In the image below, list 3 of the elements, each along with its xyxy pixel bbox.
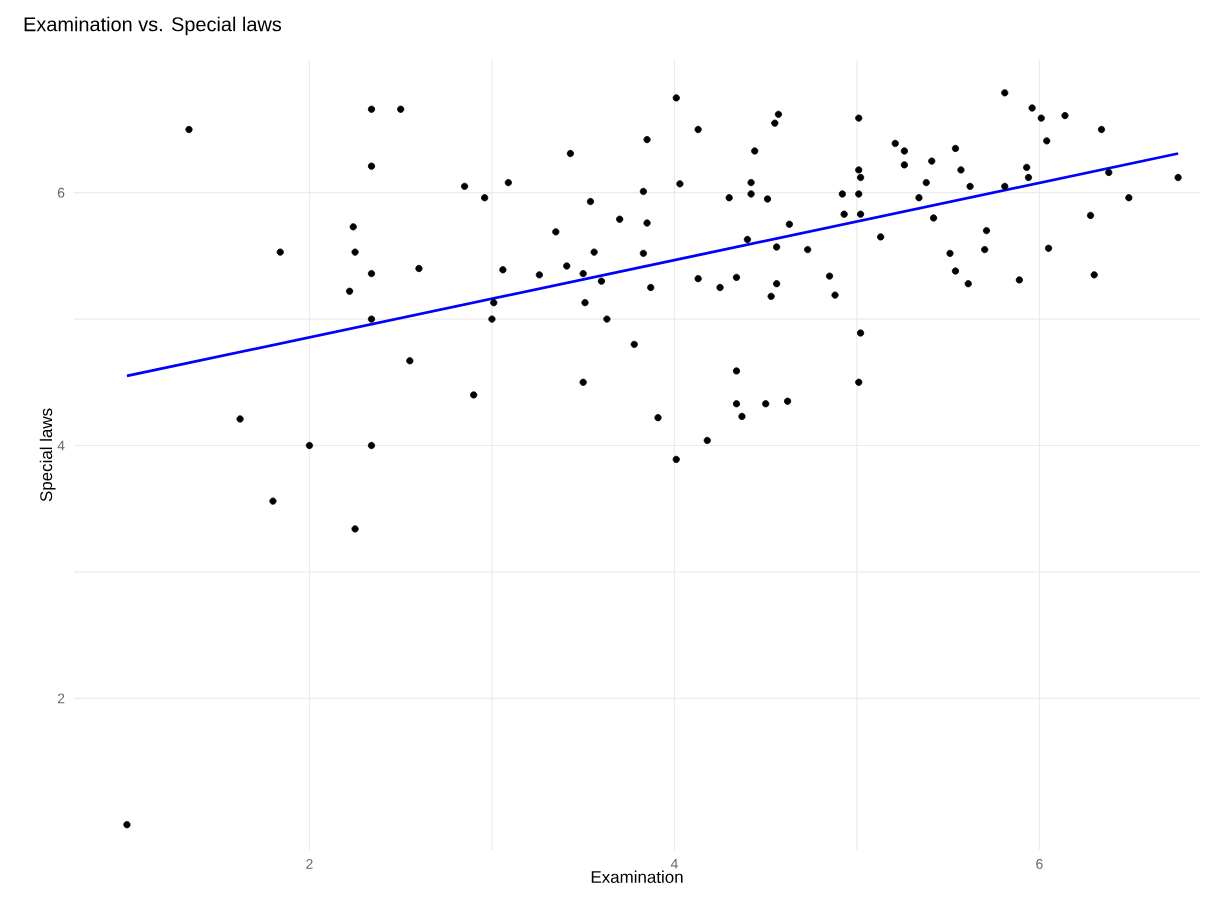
chart-title: Examination vs. Special laws [24,16,282,36]
x-axis-title: Examination [591,870,683,883]
y-axis-title: Special laws [39,408,56,502]
